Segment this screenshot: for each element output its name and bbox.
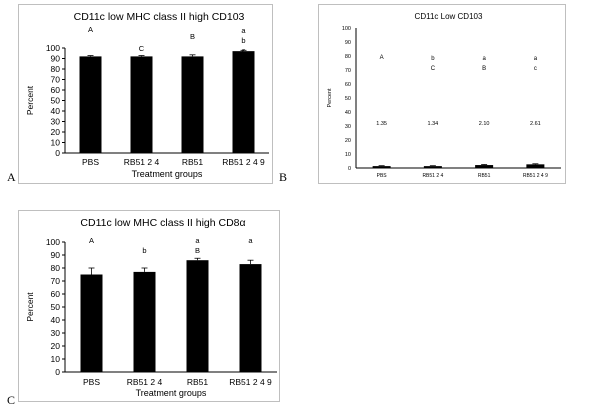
y-tick-label: 90: [51, 250, 61, 260]
y-tick-label: 70: [51, 74, 61, 84]
bar: [239, 264, 262, 372]
y-tick-label: 30: [345, 124, 351, 130]
data-label: 1.34: [428, 121, 439, 127]
data-label: 2.61: [530, 121, 541, 127]
y-tick-label: 20: [51, 341, 61, 351]
significance-letter: B: [190, 32, 195, 41]
bar: [80, 274, 103, 372]
y-tick-label: 90: [345, 40, 351, 46]
significance-letter: b: [241, 36, 245, 45]
bar: [475, 165, 494, 168]
bar: [186, 260, 209, 372]
significance-letter: a: [534, 56, 538, 62]
bar: [133, 271, 156, 372]
y-tick-label: 30: [51, 328, 61, 338]
y-tick-label: 80: [51, 263, 61, 273]
y-tick-label: 10: [51, 354, 61, 364]
y-tick-label: 20: [345, 138, 351, 144]
bar: [130, 56, 153, 153]
y-tick-label: 0: [55, 367, 60, 377]
panel-a-frame: CD11c low MHC class II high CD103 0 10 20 30…: [18, 4, 273, 184]
bar: [79, 56, 102, 153]
significance-letter: a: [482, 56, 486, 62]
x-tick-label: RB51 2 4: [124, 157, 160, 167]
bar: [181, 56, 204, 153]
significance-letter: c: [242, 46, 246, 55]
y-tick-label: 50: [51, 302, 61, 312]
x-axis-label: Treatment groups: [132, 169, 203, 179]
significance-letter: b: [142, 246, 146, 255]
y-tick-label: 50: [51, 95, 61, 105]
data-label: 1.35: [376, 121, 387, 127]
significance-letter: a: [248, 236, 253, 245]
y-tick-label: 70: [345, 68, 351, 74]
x-tick-label: RB51 2 4: [422, 173, 443, 179]
data-label: 2.10: [479, 121, 490, 127]
y-tick-label: 100: [46, 237, 60, 247]
x-tick-label: RB51 2 4 9: [229, 377, 272, 387]
y-tick-label: 40: [345, 110, 351, 116]
y-tick-label: 60: [345, 82, 351, 88]
y-tick-label: 100: [46, 43, 60, 53]
significance-letter: b: [431, 56, 435, 62]
panel-c-letter: C: [7, 393, 16, 407]
significance-letter: A: [380, 55, 384, 61]
chart-title: CD11c low MHC class II high CD8α: [80, 217, 245, 229]
significance-letter: A: [88, 25, 93, 34]
x-tick-label: PBS: [377, 173, 388, 179]
y-tick-label: 10: [51, 137, 61, 147]
y-tick-label: 20: [51, 127, 61, 137]
panel-b-frame: CD11c Low CD103 0 10 20 30 40 50 60 70 80 90 100 Per…: [318, 4, 566, 184]
x-tick-label: RB51 2 4 9: [222, 157, 265, 167]
y-tick-label: 70: [51, 276, 61, 286]
y-tick-label: 50: [345, 96, 351, 102]
y-axis-label: Percent: [25, 85, 35, 115]
significance-letter: A: [89, 236, 94, 245]
significance-letter: a: [195, 236, 200, 245]
y-tick-label: 30: [51, 116, 61, 126]
y-tick-label: 80: [51, 64, 61, 74]
bar: [526, 164, 545, 168]
y-tick-label: 80: [345, 54, 351, 60]
chart-a-svg: CD11c low MHC class II high CD103 0102030…: [25, 11, 269, 179]
y-tick-label: 0: [55, 148, 60, 158]
x-tick-label: RB51: [187, 377, 209, 387]
x-tick-label: PBS: [83, 377, 100, 387]
panel-b-letter: B: [279, 170, 288, 184]
panel-a-letter: A: [7, 170, 16, 184]
y-tick-label: 90: [51, 53, 61, 63]
y-tick-label: 10: [345, 152, 351, 158]
x-tick-label: RB51 2 4: [127, 377, 163, 387]
y-tick-label: 40: [51, 315, 61, 325]
panel-c-frame: CD11c low MHC class II high CD8α 0 10 20 30 4…: [18, 210, 280, 402]
y-tick-label: 60: [51, 289, 61, 299]
significance-letter: a: [241, 26, 246, 35]
x-tick-label: RB51 2 4 9: [523, 173, 548, 179]
chart-title: CD11c Low CD103: [415, 12, 483, 21]
x-tick-label: RB51: [478, 173, 491, 179]
y-axis-label: Percent: [327, 88, 333, 107]
bar: [232, 51, 255, 153]
y-tick-label: 100: [342, 26, 351, 32]
x-tick-label: PBS: [82, 157, 99, 167]
chart-c-svg: CD11c low MHC class II high CD8α 0 10 20 30 4…: [25, 217, 277, 398]
y-tick-label: 60: [51, 85, 61, 95]
bar: [423, 166, 442, 168]
y-axis-label: Percent: [25, 292, 35, 322]
y-tick-label: 0: [348, 166, 351, 172]
bar: [372, 166, 391, 168]
chart-b-svg: CD11c Low CD103 0 10 20 30 40 50 60 70 80 90 100 Per…: [327, 12, 561, 179]
significance-letter: B: [482, 66, 486, 72]
chart-title: CD11c low MHC class II high CD103: [74, 11, 245, 23]
x-axis-label: Treatment groups: [136, 388, 207, 398]
x-tick-label: RB51: [182, 157, 204, 167]
significance-letter: C: [431, 66, 436, 72]
significance-letter: B: [195, 246, 200, 255]
significance-letter: c: [534, 66, 537, 72]
significance-letter: C: [139, 44, 145, 53]
y-tick-label: 40: [51, 106, 61, 116]
